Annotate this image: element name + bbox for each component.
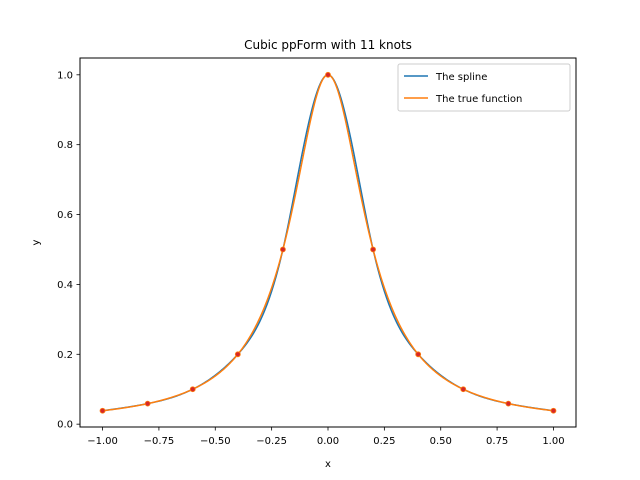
x-axis-ticks: −1.00 −0.75 −0.50 −0.25 0.00 0.25 0.50 0.75 1.00 — [87, 427, 565, 447]
knot-point — [325, 71, 331, 78]
x-tick-label: 0.75 — [486, 436, 508, 447]
y-tick-label: 0.0 — [57, 420, 73, 431]
y-tick-label: 0.4 — [57, 280, 73, 291]
y-tick-label: 1.0 — [57, 70, 73, 81]
chart-title: Cubic ppForm with 11 knots — [244, 38, 412, 52]
legend-label-true-function: The true function — [435, 94, 522, 105]
x-tick-label: −0.75 — [144, 436, 175, 447]
x-tick-label: 0.25 — [373, 436, 395, 447]
x-tick-label: 1.00 — [542, 436, 564, 447]
knot-point — [460, 386, 467, 393]
knot-point — [370, 246, 376, 253]
legend-box — [397, 63, 571, 112]
x-tick-label: −0.50 — [200, 436, 231, 447]
knot-point — [234, 351, 241, 358]
knot-point — [99, 407, 106, 414]
knot-point — [415, 351, 422, 358]
y-tick-label: 0.8 — [57, 140, 73, 151]
x-tick-label: 0.50 — [430, 436, 452, 447]
y-tick-label: 0.2 — [57, 350, 73, 361]
x-axis-label: x — [325, 459, 331, 470]
y-tick-label: 0.6 — [57, 210, 73, 221]
x-tick-label: −0.25 — [256, 436, 287, 447]
knot-point — [189, 386, 196, 393]
knot-point — [144, 400, 151, 407]
y-axis-label: y — [31, 239, 42, 245]
x-tick-label: 0.00 — [317, 436, 339, 447]
legend-label-spline: The spline — [435, 72, 487, 83]
y-axis-ticks: 0.0 0.2 0.4 0.6 0.8 1.0 — [57, 70, 80, 431]
knot-points — [99, 71, 557, 414]
knot-point — [280, 246, 286, 253]
knot-point — [550, 407, 557, 414]
knot-point — [505, 400, 512, 407]
legend: The spline The true function — [397, 63, 571, 112]
x-tick-label: −1.00 — [87, 436, 118, 447]
